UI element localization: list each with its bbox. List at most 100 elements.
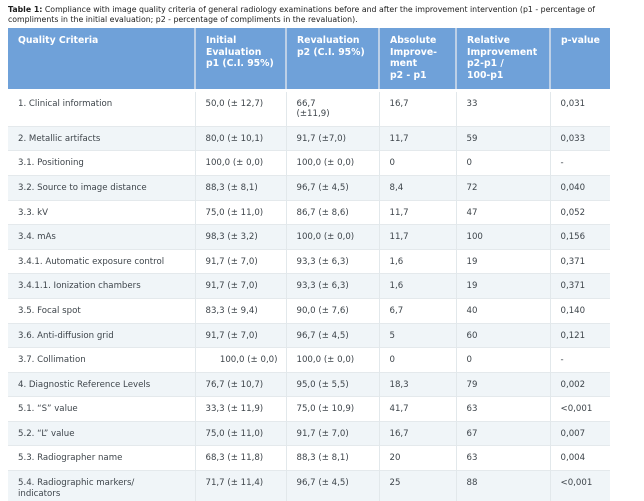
criteria-cell: 3.7. Collimation bbox=[8, 347, 195, 373]
initial-evaluation-cell: 33,3 (± 11,9) bbox=[194, 396, 286, 422]
initial-evaluation-cell: 68,3 (± 11,8) bbox=[194, 445, 286, 471]
p-value-cell: 0,033 bbox=[549, 125, 610, 151]
p-value-cell: - bbox=[549, 347, 610, 373]
revaluation-cell: 96,7 (± 4,5) bbox=[285, 174, 379, 201]
initial-evaluation-cell: 98,3 (± 3,2) bbox=[194, 224, 286, 250]
absolute-improvement-cell: 5 bbox=[378, 322, 456, 348]
revaluation-cell: 93,3 (± 6,3) bbox=[285, 248, 379, 274]
absolute-improvement-cell: 16,7 bbox=[378, 89, 456, 127]
revaluation-cell: 96,7 (± 4,5) bbox=[285, 470, 379, 501]
absolute-improvement-cell: 1,6 bbox=[378, 273, 456, 299]
initial-evaluation-cell: 76,7 (± 10,7) bbox=[194, 371, 286, 397]
initial-evaluation-cell: 80,0 (± 10,1) bbox=[194, 125, 286, 151]
p-value-cell: 0,040 bbox=[549, 174, 610, 201]
absolute-improvement-cell: 11,7 bbox=[378, 224, 456, 250]
revaluation-cell: 100,0 (± 0,0) bbox=[285, 150, 379, 176]
criteria-cell: 3.3. kV bbox=[8, 199, 195, 225]
table-row: 5.3. Radiographer name 68,3 (± 11,8) 88,… bbox=[8, 445, 610, 471]
revaluation-cell: 93,3 (± 6,3) bbox=[285, 273, 379, 299]
revaluation-cell: 91,7 (±7,0) bbox=[285, 125, 379, 151]
criteria-cell: 5.4. Radiographic markers/ indicators bbox=[8, 470, 195, 501]
revaluation-cell: 86,7 (± 8,6) bbox=[285, 199, 379, 225]
revaluation-cell: 90,0 (± 7,6) bbox=[285, 297, 379, 323]
absolute-improvement-cell: 0 bbox=[378, 347, 456, 373]
absolute-improvement-cell: 18,3 bbox=[378, 371, 456, 397]
criteria-cell: 3.5. Focal spot bbox=[8, 297, 195, 323]
table-row: 3.4.1.1. Ionization chambers 91,7 (± 7,0… bbox=[8, 273, 610, 299]
absolute-improvement-cell: 11,7 bbox=[378, 199, 456, 225]
relative-improvement-cell: 33 bbox=[455, 89, 550, 127]
relative-improvement-cell: 67 bbox=[455, 420, 550, 446]
p-value-cell: 0,002 bbox=[549, 371, 610, 397]
criteria-cell: 3.1. Positioning bbox=[8, 150, 195, 176]
compliance-table: Quality Criteria Initial Evaluation p1 (… bbox=[8, 28, 610, 501]
revaluation-cell: 75,0 (± 10,9) bbox=[285, 396, 379, 422]
initial-evaluation-cell: 83,3 (± 9,4) bbox=[194, 297, 286, 323]
relative-improvement-cell: 59 bbox=[455, 125, 550, 151]
criteria-cell: 3.4.1. Automatic exposure control bbox=[8, 248, 195, 274]
criteria-cell: 4. Diagnostic Reference Levels bbox=[8, 371, 195, 397]
table-row: 3.5. Focal spot 83,3 (± 9,4) 90,0 (± 7,6… bbox=[8, 297, 610, 323]
absolute-improvement-cell: 6,7 bbox=[378, 297, 456, 323]
table-body: 1. Clinical information 50,0 (± 12,7) 66… bbox=[8, 89, 610, 501]
p-value-cell: 0,156 bbox=[549, 224, 610, 250]
revaluation-cell: 66,7 (±11,9) bbox=[285, 89, 379, 127]
p-value-cell: 0,140 bbox=[549, 297, 610, 323]
p-value-cell: 0,052 bbox=[549, 199, 610, 225]
revaluation-cell: 91,7 (± 7,0) bbox=[285, 420, 379, 446]
criteria-cell: 2. Metallic artifacts bbox=[8, 125, 195, 151]
initial-evaluation-cell: 91,7 (± 7,0) bbox=[194, 273, 286, 299]
relative-improvement-cell: 0 bbox=[455, 150, 550, 176]
table-row: 5.1. “S” value 33,3 (± 11,9) 75,0 (± 10,… bbox=[8, 396, 610, 422]
relative-improvement-cell: 88 bbox=[455, 470, 550, 501]
table-row: 3.3. kV 75,0 (± 11,0) 86,7 (± 8,6) 11,7 … bbox=[8, 199, 610, 225]
header-row: Quality Criteria Initial Evaluation p1 (… bbox=[8, 28, 610, 92]
table-row: 5.2. “L” value 75,0 (± 11,0) 91,7 (± 7,0… bbox=[8, 420, 610, 446]
relative-improvement-cell: 19 bbox=[455, 248, 550, 274]
revaluation-cell: 100,0 (± 0,0) bbox=[285, 224, 379, 250]
absolute-improvement-cell: 20 bbox=[378, 445, 456, 471]
table-row: 1. Clinical information 50,0 (± 12,7) 66… bbox=[8, 89, 610, 127]
absolute-improvement-cell: 25 bbox=[378, 470, 456, 501]
criteria-cell: 5.1. “S” value bbox=[8, 396, 195, 422]
relative-improvement-cell: 63 bbox=[455, 445, 550, 471]
col-header-p-value: p-value bbox=[549, 28, 610, 92]
relative-improvement-cell: 60 bbox=[455, 322, 550, 348]
p-value-cell: 0,007 bbox=[549, 420, 610, 446]
relative-improvement-cell: 0 bbox=[455, 347, 550, 373]
col-header-absolute-improvement: Absolute Improve- ment p2 - p1 bbox=[378, 28, 456, 92]
absolute-improvement-cell: 1,6 bbox=[378, 248, 456, 274]
absolute-improvement-cell: 0 bbox=[378, 150, 456, 176]
table-row: 5.4. Radiographic markers/ indicators 71… bbox=[8, 470, 610, 501]
criteria-cell: 3.4. mAs bbox=[8, 224, 195, 250]
table-row: 2. Metallic artifacts 80,0 (± 10,1) 91,7… bbox=[8, 125, 610, 151]
col-header-quality-criteria: Quality Criteria bbox=[8, 28, 195, 92]
relative-improvement-cell: 19 bbox=[455, 273, 550, 299]
table-row: 3.4. mAs 98,3 (± 3,2) 100,0 (± 0,0) 11,7… bbox=[8, 224, 610, 250]
revaluation-cell: 100,0 (± 0,0) bbox=[285, 347, 379, 373]
col-header-revaluation: Revaluation p2 (C.I. 95%) bbox=[285, 28, 379, 92]
table-row: 3.6. Anti-diffusion grid 91,7 (± 7,0) 96… bbox=[8, 322, 610, 348]
table-header: Quality Criteria Initial Evaluation p1 (… bbox=[8, 28, 610, 92]
initial-evaluation-cell: 50,0 (± 12,7) bbox=[194, 89, 286, 127]
table-row: 3.7. Collimation 100,0 (± 0,0) 100,0 (± … bbox=[8, 347, 610, 373]
relative-improvement-cell: 63 bbox=[455, 396, 550, 422]
table-row: 4. Diagnostic Reference Levels 76,7 (± 1… bbox=[8, 371, 610, 397]
absolute-improvement-cell: 16,7 bbox=[378, 420, 456, 446]
revaluation-cell: 96,7 (± 4,5) bbox=[285, 322, 379, 348]
p-value-cell: <0,001 bbox=[549, 470, 610, 501]
initial-evaluation-cell: 71,7 (± 11,4) bbox=[194, 470, 286, 501]
col-header-relative-improvement: Relative Improvement p2-p1 / 100-p1 bbox=[455, 28, 550, 92]
table-caption-text: Compliance with image quality criteria o… bbox=[8, 5, 596, 24]
absolute-improvement-cell: 41,7 bbox=[378, 396, 456, 422]
criteria-cell: 3.6. Anti-diffusion grid bbox=[8, 322, 195, 348]
p-value-cell: 0,371 bbox=[549, 273, 610, 299]
criteria-cell: 5.3. Radiographer name bbox=[8, 445, 195, 471]
table-row: 3.2. Source to image distance 88,3 (± 8,… bbox=[8, 174, 610, 201]
initial-evaluation-cell: 100,0 (± 0,0) bbox=[194, 347, 286, 373]
relative-improvement-cell: 79 bbox=[455, 371, 550, 397]
revaluation-cell: 88,3 (± 8,1) bbox=[285, 445, 379, 471]
table-row: 3.4.1. Automatic exposure control 91,7 (… bbox=[8, 248, 610, 274]
p-value-cell: 0,371 bbox=[549, 248, 610, 274]
initial-evaluation-cell: 100,0 (± 0,0) bbox=[194, 150, 286, 176]
